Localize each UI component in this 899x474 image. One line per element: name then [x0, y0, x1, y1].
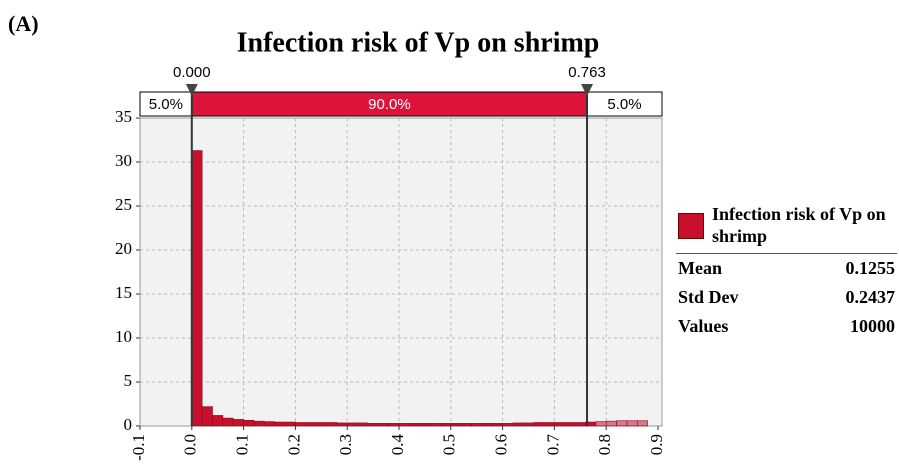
x-tick-label: 0.7: [543, 434, 562, 456]
histogram-bar: [440, 423, 452, 427]
delimiter-handle: [581, 84, 594, 96]
y-tick-label: 30: [115, 151, 132, 170]
histogram-bar: [471, 423, 483, 427]
histogram-bar: [409, 423, 421, 427]
legend: Infection risk of Vp on shrimp Mean 0.125…: [676, 203, 897, 341]
histogram-bar: [388, 423, 400, 427]
x-tick-label: 0.8: [595, 434, 614, 455]
histogram-bar: [336, 422, 348, 427]
histogram-bar: [554, 422, 566, 427]
x-tick-label: 0.5: [440, 434, 459, 455]
stat-value: 10000: [850, 316, 895, 336]
stat-value: 0.1255: [845, 258, 896, 278]
band-label: 5.0%: [149, 96, 183, 113]
histogram-bar: [326, 422, 338, 427]
y-tick-label: 25: [115, 195, 132, 214]
histogram-bar: [264, 421, 275, 427]
histogram-bar: [377, 423, 389, 427]
legend-swatch: [678, 213, 704, 239]
histogram-bar: [191, 150, 203, 427]
histogram-bar: [574, 422, 586, 427]
histogram-bar: [460, 423, 472, 427]
y-tick-label: 5: [124, 371, 133, 390]
stats-row: Mean 0.1255: [676, 254, 897, 283]
histogram-bar: [357, 422, 369, 427]
delimiter-label: 0.763: [568, 64, 606, 81]
histogram-bar: [491, 423, 503, 427]
x-tick-label: 0.9: [647, 434, 666, 455]
histogram-bar: [543, 422, 555, 427]
legend-entry: Infection risk of Vp on shrimp: [676, 203, 897, 254]
x-tick-label: -0.1: [129, 434, 148, 461]
histogram-bar: [398, 423, 410, 427]
histogram-bar: [253, 420, 265, 427]
histogram-bar: [222, 417, 234, 427]
x-tick-label: 0.3: [336, 434, 355, 455]
y-tick-label: 15: [115, 283, 132, 302]
stat-value: 0.2437: [845, 287, 896, 307]
band-label: 90.0%: [368, 96, 411, 113]
histogram-bar: [481, 423, 493, 427]
histogram-bar: [232, 419, 244, 427]
histogram-bar: [419, 423, 431, 427]
histogram-bar: [367, 423, 379, 427]
stat-label: Std Dev: [678, 287, 739, 307]
plot-area: [139, 117, 663, 427]
chart-title: Infection risk of Vp on shrimp: [237, 27, 600, 58]
histogram-bar: [595, 421, 607, 427]
histogram-bar: [564, 422, 576, 427]
delimiter-label: 0.000: [173, 64, 211, 81]
x-tick-label: 0.4: [388, 434, 407, 456]
x-tick-label: 0.2: [284, 434, 303, 455]
histogram-bar: [305, 422, 317, 427]
histogram-bar: [295, 422, 307, 427]
histogram-bar: [284, 421, 296, 427]
histogram-bar: [512, 422, 524, 427]
panel-label: (A): [8, 11, 39, 36]
band-segment: [586, 91, 663, 117]
histogram-bar: [605, 420, 617, 427]
histogram-bar: [533, 422, 545, 427]
legend-label: Infection risk of Vp on shrimp: [712, 204, 886, 246]
y-tick-label: 20: [115, 239, 132, 258]
y-tick-label: 0: [124, 415, 133, 434]
histogram-bar: [315, 422, 327, 427]
histogram-bar: [450, 423, 462, 427]
histogram-bar: [636, 420, 648, 427]
histogram-bar: [243, 419, 255, 427]
histogram-bar: [274, 421, 286, 427]
stat-label: Values: [678, 316, 729, 336]
histogram-bar: [616, 420, 628, 427]
band-segment: [139, 91, 193, 117]
stats-row: Values 10000: [676, 312, 897, 341]
x-tick-label: 0.0: [181, 434, 200, 455]
stats-table: Mean 0.1255 Std Dev 0.2437 Values 10000: [676, 254, 897, 341]
histogram-bar: [201, 406, 213, 427]
histogram-bar: [626, 420, 638, 427]
y-tick-label: 35: [115, 107, 132, 126]
histogram-bar: [502, 423, 514, 427]
stats-row: Std Dev 0.2437: [676, 283, 897, 312]
histogram-bar: [346, 422, 358, 427]
histogram-bar: [212, 415, 224, 427]
y-tick-label: 10: [115, 327, 132, 346]
x-tick-label: 0.1: [233, 434, 252, 455]
stat-label: Mean: [678, 258, 722, 278]
histogram-bar: [523, 422, 534, 427]
delimiter-handle: [185, 84, 198, 96]
band-label: 5.0%: [607, 96, 641, 113]
x-tick-label: 0.6: [492, 434, 511, 455]
histogram-bar: [429, 423, 441, 427]
